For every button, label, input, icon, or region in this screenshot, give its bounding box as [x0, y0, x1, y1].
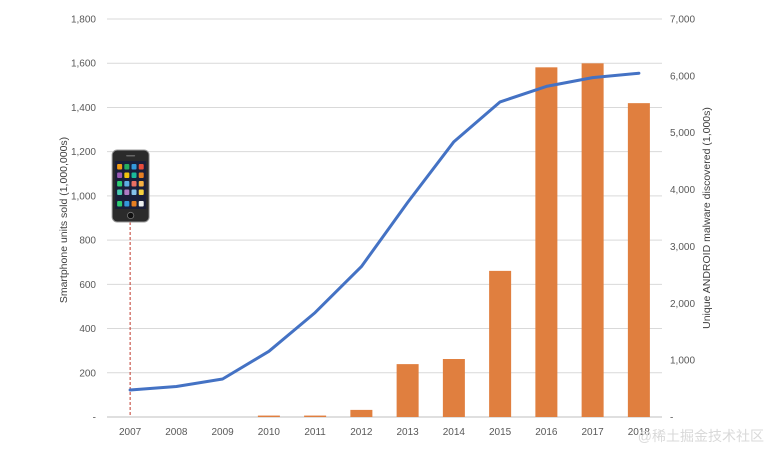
series-line: [130, 73, 639, 390]
app-icon: [124, 190, 129, 196]
x-tick-label: 2013: [397, 427, 420, 438]
app-icon: [117, 181, 122, 187]
x-tick-label: 2010: [258, 427, 281, 438]
right-tick-label: 6,000: [670, 71, 695, 82]
phone-speaker: [126, 155, 135, 157]
right-tick-label: 7,000: [670, 15, 695, 26]
gridlines: [107, 19, 662, 417]
bar: [535, 67, 557, 417]
app-icon: [117, 164, 122, 170]
app-icon: [124, 181, 129, 187]
right-tick-label: 4,000: [670, 185, 695, 196]
home-button: [127, 212, 133, 218]
left-tick-label: 1,600: [71, 59, 96, 70]
bar: [582, 63, 604, 417]
bar: [304, 416, 326, 417]
bar: [489, 271, 511, 417]
bar: [350, 410, 372, 417]
dock-icon: [139, 201, 144, 207]
app-icon: [139, 173, 144, 179]
left-tick-label: 1,400: [71, 103, 96, 114]
app-icon: [117, 190, 122, 196]
right-tick-label: -: [670, 413, 673, 424]
app-icon: [124, 164, 129, 170]
right-axis-title: Unique ANDROID malware discovered (1,000…: [701, 107, 713, 329]
app-icon: [132, 190, 137, 196]
x-tick-label: 2015: [489, 427, 512, 438]
app-icon: [139, 181, 144, 187]
x-tick-label: 2016: [535, 427, 558, 438]
x-tick-label: 2014: [443, 427, 466, 438]
dock-icon: [132, 201, 137, 207]
x-tick-label: 2017: [582, 427, 605, 438]
app-icon: [139, 164, 144, 170]
left-tick-label: 600: [79, 280, 96, 291]
right-axis-ticks: - 1,000 2,000 3,000 4,000 5,000 6,000 7,000: [670, 15, 695, 424]
smartphone-icon: [112, 150, 149, 222]
left-tick-label: 1,000: [71, 191, 96, 202]
left-axis-title: Smartphone units sold (1,000,000s): [58, 137, 70, 303]
x-axis-ticks: 2007 2008 2009 2010 2011 2012 2013 2014 2015 2016…: [119, 427, 650, 438]
bar: [628, 103, 650, 417]
line-series: [130, 73, 639, 390]
app-icon: [117, 173, 122, 179]
app-icon: [139, 190, 144, 196]
left-tick-label: 1,200: [71, 147, 96, 158]
x-tick-label: 2011: [304, 427, 326, 438]
x-tick-label: 2007: [119, 427, 142, 438]
app-icon: [132, 164, 137, 170]
app-icon: [132, 173, 137, 179]
left-tick-label: 800: [79, 236, 96, 247]
left-tick-label: 400: [79, 324, 96, 335]
right-tick-label: 2,000: [670, 299, 695, 310]
right-tick-label: 3,000: [670, 242, 695, 253]
right-tick-label: 5,000: [670, 128, 695, 139]
app-icon: [132, 181, 137, 187]
dock-icon: [124, 201, 129, 207]
x-tick-label: 2008: [165, 427, 188, 438]
right-tick-label: 1,000: [670, 356, 695, 367]
left-tick-label: 1,800: [71, 15, 96, 26]
bar: [397, 364, 419, 417]
watermark: @稀土掘金技术社区: [638, 428, 764, 444]
x-tick-label: 2009: [212, 427, 235, 438]
left-tick-label: 200: [79, 368, 96, 379]
bar: [443, 359, 465, 417]
left-axis-ticks: - 200 400 600 800 1,000 1,200 1,400 1,600 1,800: [71, 15, 96, 424]
app-icon: [124, 173, 129, 179]
left-tick-label: -: [93, 413, 96, 424]
dock-icon: [117, 201, 122, 207]
x-tick-label: 2012: [350, 427, 373, 438]
bar: [258, 416, 280, 417]
